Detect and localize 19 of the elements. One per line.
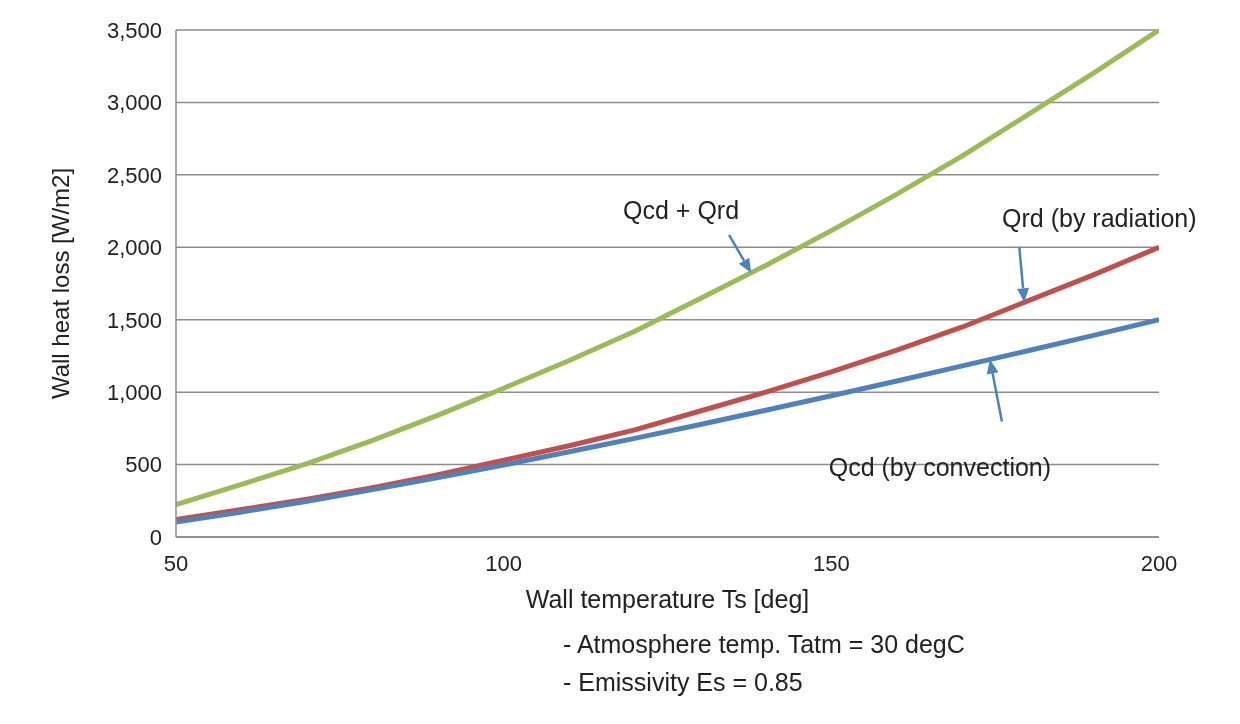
y-tick-label: 500 bbox=[125, 452, 162, 478]
x-tick-label: 50 bbox=[163, 550, 189, 576]
x-axis-title: Wall temperature Ts [deg] bbox=[524, 585, 811, 614]
y-tick-label: 0 bbox=[149, 524, 162, 550]
y-tick-label: 1,500 bbox=[106, 307, 162, 333]
series-label: Qrd (by radiation) bbox=[1002, 204, 1197, 233]
text: - Atmosphere temp. Tatm = 30 degC bbox=[563, 629, 965, 660]
y-tick-label: 3,000 bbox=[106, 90, 162, 116]
x-tick-label: 100 bbox=[485, 550, 523, 576]
y-axis-title: Wall heat loss [W/m2] bbox=[46, 167, 74, 400]
text: - Emissivity Es = 0.85 bbox=[563, 667, 804, 698]
text: Qcd (by convection) bbox=[828, 452, 1052, 481]
series-label: Qcd + Qrd bbox=[623, 195, 740, 224]
x-tick-label: 200 bbox=[1140, 550, 1178, 576]
y-tick-label: 2,500 bbox=[106, 162, 162, 188]
y-tick-label: 3,500 bbox=[106, 17, 162, 43]
y-tick-label: 2,000 bbox=[106, 235, 162, 261]
y-tick-label: 1,000 bbox=[106, 379, 162, 405]
x-tick-label: 150 bbox=[812, 550, 850, 576]
